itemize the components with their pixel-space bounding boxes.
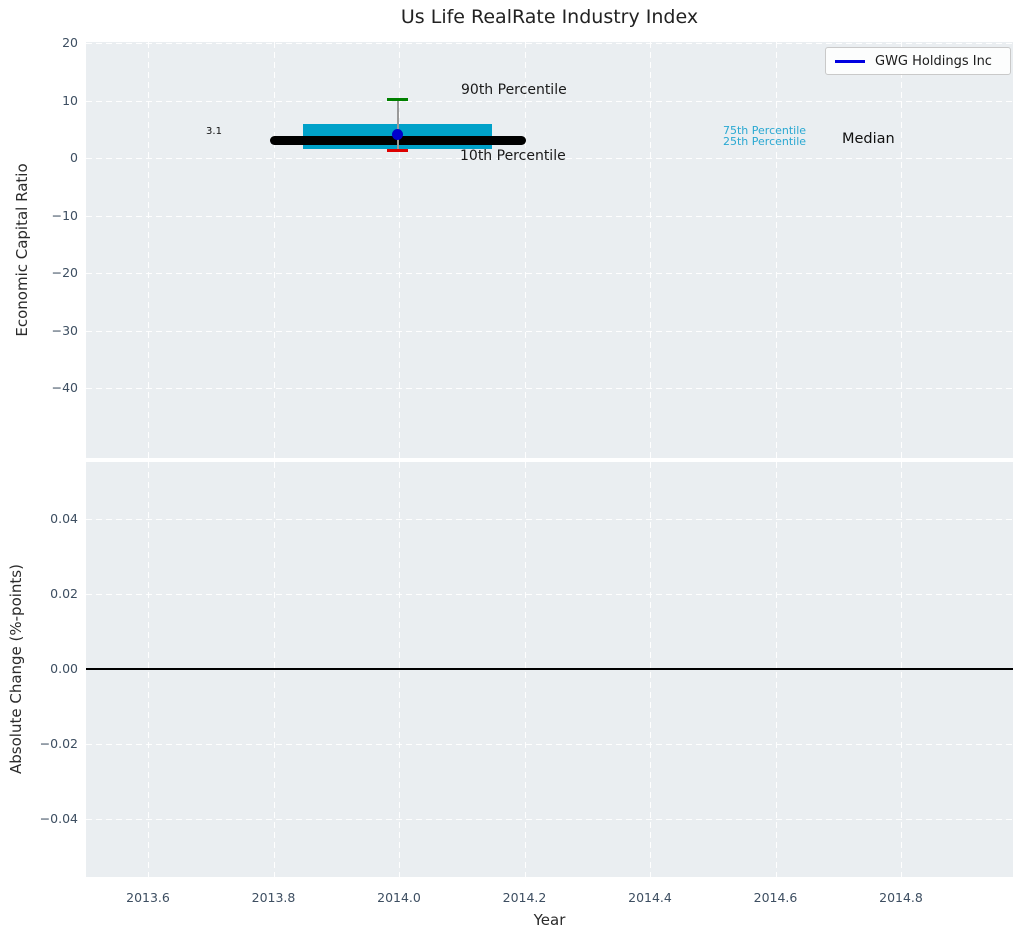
xtick-label: 2014.2 [502,890,547,905]
gridline-h [86,388,1013,389]
gridline-h [86,158,1013,159]
gridline-v [399,42,400,458]
xtick-label: 2014.6 [753,890,798,905]
bottom-subplot-area [86,462,1013,877]
legend-line-sample [835,59,865,63]
p75-percentile-label: 75th Percentile [723,124,807,137]
top-subplot-area: 3.1 90th Percentile 10th Percentile 75th… [86,42,1013,458]
gridline-h [86,594,1013,595]
x-axis-label: Year [533,911,566,929]
ytick-label: 0.02 [50,586,78,601]
ytick-label: 0.00 [50,661,78,676]
gridline-v [901,42,902,458]
ytick-label: −0.04 [39,811,78,826]
company-value-label: 3.1 [206,126,222,137]
ytick-label: −10 [51,207,78,223]
top-y-axis-label: Economic Capital Ratio [13,163,31,337]
ytick-label: −40 [51,380,78,395]
company-value-marker [392,129,403,140]
bottom-y-axis-label: Absolute Change (%-points) [7,564,25,774]
xtick-label: 2014.8 [879,890,923,905]
ytick-label: −30 [51,322,78,338]
gridline-v [148,42,149,458]
ytick-label: 10 [62,92,78,108]
gridline-h [86,819,1013,820]
ytick-label: 0 [70,150,78,165]
gridline-v [273,42,275,458]
gridline-v [775,42,777,458]
percentile-whisker-line [397,99,399,150]
ytick-label: 20 [62,35,78,50]
legend-box: GWG Holdings Inc [825,47,1011,75]
xtick-label: 2014.0 [377,890,421,905]
ytick-label: −0.02 [39,736,78,751]
gridline-v [524,42,526,458]
gridline-h [86,330,1013,332]
gridline-h [86,215,1013,217]
gridline-v [650,42,651,458]
gridline-h [86,273,1013,274]
gridline-h [86,100,1013,102]
p90-percentile-label: 90th Percentile [461,82,567,98]
xtick-label: 2013.6 [126,890,170,905]
ytick-label: −20 [51,265,78,280]
xtick-label: 2014.4 [628,890,672,905]
zero-change-line [86,668,1013,670]
ytick-label: 0.04 [50,511,78,526]
p25-percentile-label: 25th Percentile [723,135,807,148]
p10-percentile-label: 10th Percentile [460,148,566,164]
xtick-label: 2013.8 [251,890,296,905]
legend-series-label: GWG Holdings Inc [875,53,992,69]
gridline-h [86,43,1013,44]
p10-whisker-cap [387,149,408,152]
chart-title: Us Life RealRate Industry Index [400,6,699,28]
p90-whisker-cap [387,98,408,101]
median-label: Median [842,131,895,147]
gridline-h [86,744,1013,745]
gridline-h [86,519,1013,520]
